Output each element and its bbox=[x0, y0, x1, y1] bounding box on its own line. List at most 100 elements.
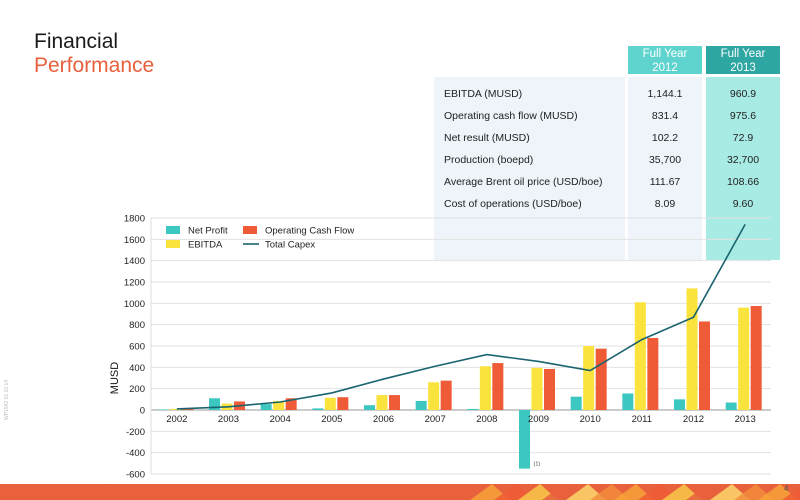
bar-net-profit bbox=[622, 393, 634, 410]
bar-net-profit bbox=[260, 404, 272, 410]
x-tick-label: 2011 bbox=[632, 414, 652, 425]
page-number: 4 bbox=[784, 484, 789, 493]
line-total-capex bbox=[176, 224, 746, 410]
kpi-row-label: Average Brent oil price (USD/boe) bbox=[444, 176, 603, 188]
bar-net-profit bbox=[415, 400, 427, 410]
x-tick-label: 2013 bbox=[735, 414, 756, 425]
kpi-table-body: EBITDA (MUSD) 1,144.1 960.9 Operating ca… bbox=[434, 77, 780, 260]
legend-label: Total Capex bbox=[265, 240, 315, 251]
footer-band-facet bbox=[782, 486, 800, 500]
bar-ebitda bbox=[531, 367, 543, 410]
x-tick-label: 2002 bbox=[166, 414, 187, 425]
footnote-marker: (1) bbox=[46, 486, 53, 492]
bar-operating-cash-flow bbox=[647, 338, 659, 410]
bar-net-profit bbox=[312, 408, 324, 410]
kpi-header-2012-line1: Full Year bbox=[642, 48, 688, 60]
y-tick-label: 0 bbox=[140, 406, 145, 417]
y-tick-label: -400 bbox=[126, 448, 145, 459]
annotation-label: (1) bbox=[534, 461, 541, 467]
bar-net-profit bbox=[157, 409, 169, 410]
kpi-row-label: Cost of operations (USD/boe) bbox=[444, 198, 582, 210]
kpi-row-label: Production (boepd) bbox=[444, 154, 534, 166]
bar-ebitda bbox=[686, 288, 698, 410]
kpi-row-label: EBITDA (MUSD) bbox=[444, 88, 523, 100]
kpi-row-value-2013: 9.60 bbox=[732, 198, 754, 210]
kpi-row-value-2012: 102.2 bbox=[651, 132, 679, 144]
footnote: (1) Impairment of Russia bbox=[46, 486, 133, 496]
bar-ebitda bbox=[324, 397, 336, 410]
y-axis-label: MUSD bbox=[109, 362, 121, 394]
kpi-row-value-2012: 8.09 bbox=[654, 198, 676, 210]
kpi-row-label: Net result (MUSD) bbox=[444, 132, 530, 144]
kpi-row: Net result (MUSD) 102.2 72.9 bbox=[434, 127, 780, 149]
kpi-row-value-2012: 35,700 bbox=[648, 154, 682, 166]
kpi-header-2012: Full Year 2012 bbox=[628, 46, 702, 74]
kpi-row-value-2013: 72.9 bbox=[732, 132, 754, 144]
bar-ebitda bbox=[479, 366, 491, 410]
bar-net-profit bbox=[674, 399, 685, 410]
footnote-text: Impairment of Russia bbox=[55, 486, 133, 496]
kpi-row-value-2013: 32,700 bbox=[726, 154, 760, 166]
y-tick-label: 200 bbox=[129, 384, 145, 395]
kpi-row-value-2012: 1,144.1 bbox=[647, 88, 683, 100]
kpi-row: Operating cash flow (MUSD) 831.4 975.6 bbox=[434, 105, 780, 127]
bar-ebitda bbox=[428, 382, 440, 410]
kpi-row: Production (boepd) 35,700 32,700 bbox=[434, 149, 780, 171]
kpi-header-2013-line2: 2013 bbox=[730, 62, 756, 74]
bar-ebitda bbox=[738, 307, 750, 410]
y-tick-label: -200 bbox=[126, 427, 145, 438]
x-tick-label: 2012 bbox=[683, 414, 704, 425]
x-tick-label: 2010 bbox=[580, 414, 601, 425]
kpi-header-2012-line2: 2012 bbox=[652, 62, 678, 74]
y-tick-label: 600 bbox=[129, 342, 145, 353]
x-tick-label: 2003 bbox=[218, 414, 239, 425]
bar-net-profit bbox=[725, 402, 737, 410]
bar-operating-cash-flow bbox=[440, 380, 452, 410]
y-tick-label: 1400 bbox=[124, 256, 145, 267]
x-tick-label: 2004 bbox=[270, 414, 291, 425]
bar-operating-cash-flow bbox=[750, 306, 762, 410]
kpi-row-value-2012: 111.67 bbox=[649, 176, 681, 188]
bar-operating-cash-flow bbox=[492, 363, 504, 410]
legend-swatch bbox=[166, 240, 180, 248]
bar-ebitda bbox=[634, 302, 646, 410]
kpi-row: EBITDA (MUSD) 1,144.1 960.9 bbox=[434, 83, 780, 105]
legend-label: Net Profit bbox=[188, 226, 228, 237]
kpi-row-value-2013: 108.66 bbox=[726, 176, 760, 188]
y-tick-label: -600 bbox=[126, 470, 145, 481]
bar-operating-cash-flow bbox=[595, 348, 607, 410]
kpi-row-value-2012: 831.4 bbox=[651, 110, 679, 122]
bar-operating-cash-flow bbox=[182, 408, 194, 410]
bar-operating-cash-flow bbox=[285, 398, 297, 410]
kpi-row-label: Operating cash flow (MUSD) bbox=[444, 110, 578, 122]
y-tick-label: 1800 bbox=[124, 214, 145, 225]
kpi-row-value-2013: 960.9 bbox=[729, 88, 757, 100]
bar-net-profit bbox=[467, 408, 479, 410]
kpi-header-2013-line1: Full Year bbox=[720, 48, 766, 60]
kpi-row: Average Brent oil price (USD/boe) 111.67… bbox=[434, 171, 780, 193]
kpi-row-value-2013: 975.6 bbox=[729, 110, 757, 122]
bar-ebitda bbox=[169, 408, 181, 410]
bar-net-profit bbox=[364, 405, 375, 410]
x-tick-label: 2008 bbox=[476, 414, 497, 425]
kpi-header-2013: Full Year 2013 bbox=[706, 46, 780, 74]
bar-ebitda bbox=[583, 346, 595, 410]
kpi-2012-column-bg bbox=[628, 77, 702, 260]
y-tick-label: 400 bbox=[129, 363, 145, 374]
y-tick-label: 800 bbox=[129, 320, 145, 331]
bar-net-profit bbox=[519, 410, 530, 469]
bar-ebitda bbox=[273, 400, 285, 410]
x-tick-label: 2007 bbox=[425, 414, 446, 425]
x-tick-label: 2005 bbox=[321, 414, 342, 425]
title-line-2: Performance bbox=[34, 54, 155, 77]
kpi-row: Cost of operations (USD/boe) 8.09 9.60 bbox=[434, 193, 780, 215]
bar-net-profit bbox=[209, 398, 220, 410]
bar-net-profit bbox=[570, 396, 582, 410]
bar-operating-cash-flow bbox=[699, 321, 710, 410]
y-tick-label: 1600 bbox=[124, 235, 145, 246]
legend-label: EBITDA bbox=[188, 240, 223, 251]
x-tick-label: 2009 bbox=[528, 414, 549, 425]
bar-operating-cash-flow bbox=[389, 395, 400, 410]
document-code: WP1542 01 10 14 bbox=[4, 379, 10, 420]
